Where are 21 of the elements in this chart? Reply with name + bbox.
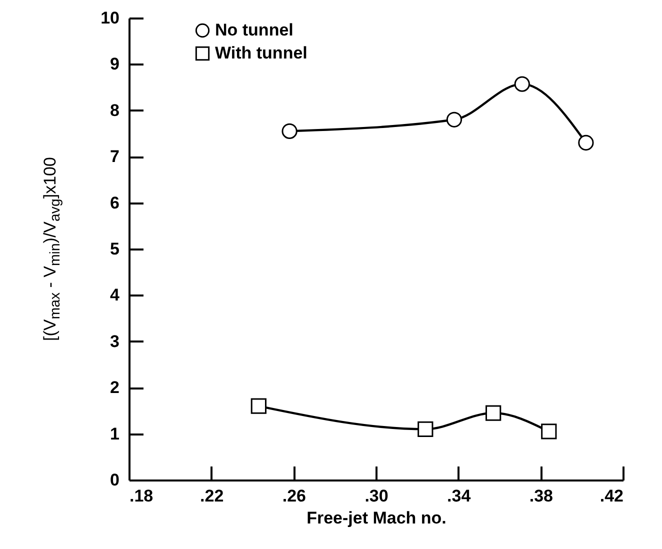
x-tick-label: .38 <box>529 486 553 506</box>
y-tick-label: 9 <box>110 54 120 74</box>
y-tick-label: 0 <box>110 470 120 490</box>
x-tick-label: .42 <box>600 486 624 506</box>
y-tick-label: 10 <box>100 8 120 28</box>
x-tick-label: .22 <box>200 486 224 506</box>
x-tick-label: .26 <box>282 486 306 506</box>
x-tick-label: .30 <box>364 486 388 506</box>
y-tick-label: 5 <box>110 240 120 258</box>
legend-label: With tunnel <box>215 44 308 62</box>
legend-label: No tunnel <box>215 20 294 40</box>
y-tick-label: 4 <box>110 286 120 305</box>
y-tick-label: 8 <box>110 100 120 120</box>
y-tick-label: 6 <box>110 193 120 212</box>
y-tick-label: 7 <box>110 147 120 166</box>
y-tick-label: 1 <box>110 424 120 444</box>
x-axis-title: Free-jet Mach no. <box>306 508 446 528</box>
y-tick-label: 2 <box>110 378 120 398</box>
x-tick-label: .18 <box>130 486 154 506</box>
y-tick-label: 3 <box>110 332 120 351</box>
x-tick-label: .34 <box>447 486 472 506</box>
